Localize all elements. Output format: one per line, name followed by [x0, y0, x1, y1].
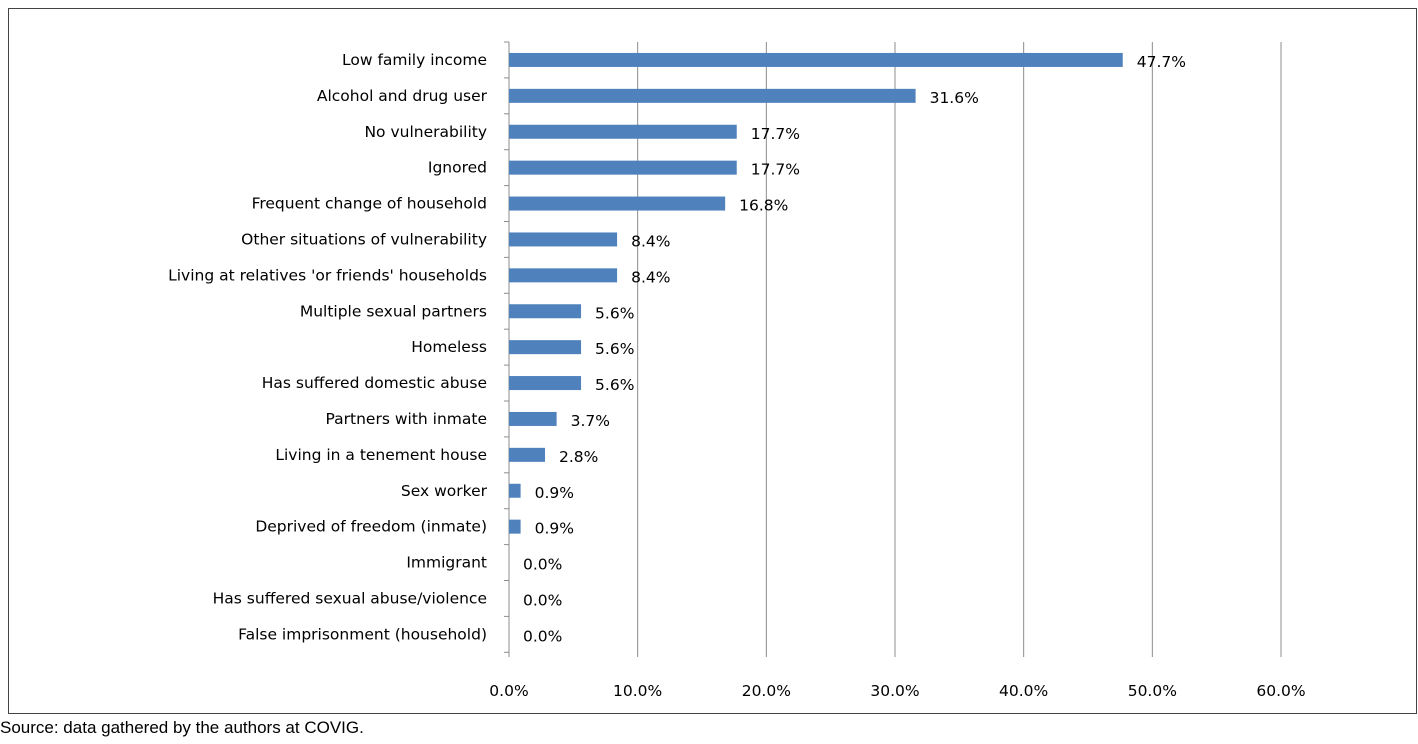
gridlines [504, 41, 1282, 657]
data-label: 5.6% [595, 340, 634, 358]
category-label: Has suffered sexual abuse/violence [213, 589, 487, 607]
category-label: Partners with inmate [326, 410, 488, 428]
data-label: 17.7% [751, 125, 800, 143]
data-label: 16.8% [739, 197, 788, 215]
data-label: 0.0% [523, 627, 562, 645]
x-tick-label: 0.0% [489, 682, 528, 700]
data-label: 0.0% [523, 556, 562, 574]
bar [509, 268, 618, 283]
category-label: Living in a tenement house [275, 446, 487, 464]
bar [509, 52, 1123, 67]
x-tick-label: 10.0% [613, 682, 662, 700]
category-label: Has suffered domestic abuse [262, 374, 487, 392]
category-label: Ignored [428, 159, 487, 177]
source-note: Source: data gathered by the authors at … [0, 718, 364, 737]
x-tick-label: 40.0% [999, 682, 1048, 700]
category-label: Living at relatives 'or friends' househo… [168, 266, 487, 284]
category-label: No vulnerability [364, 123, 487, 141]
x-tick-label: 30.0% [870, 682, 919, 700]
bar [509, 88, 916, 103]
data-label: 0.0% [523, 591, 562, 609]
category-label: Homeless [411, 338, 487, 356]
bar [509, 483, 521, 498]
category-label: Frequent change of household [252, 195, 487, 213]
bar [509, 447, 546, 462]
bar [509, 304, 582, 319]
category-label: Low family income [342, 51, 487, 69]
data-label: 0.9% [535, 520, 574, 538]
category-label: Immigrant [406, 554, 487, 572]
category-label: Other situations of vulnerability [241, 230, 487, 248]
data-label: 17.7% [751, 161, 800, 179]
bar [509, 411, 557, 426]
bar [509, 232, 618, 247]
category-label: Multiple sexual partners [300, 302, 487, 320]
x-tick-label: 50.0% [1128, 682, 1177, 700]
category-label: Deprived of freedom (inmate) [255, 518, 487, 536]
category-labels: Low family income Alcohol and drug user No… [168, 51, 488, 643]
bars [509, 52, 1123, 534]
data-label: 8.4% [631, 268, 670, 286]
x-tick-label: 60.0% [1256, 682, 1305, 700]
x-tick-label: 20.0% [742, 682, 791, 700]
bar [509, 376, 582, 391]
data-label: 5.6% [595, 304, 634, 322]
bar [509, 519, 521, 534]
category-label: False imprisonment (household) [238, 625, 487, 643]
data-label: 31.6% [930, 89, 979, 107]
bar [509, 340, 582, 355]
x-axis-ticks: 0.0% 10.0% 20.0% 30.0% 40.0% 50.0% 60.0% [489, 682, 1305, 700]
category-label: Alcohol and drug user [317, 87, 488, 105]
data-label: 2.8% [559, 448, 598, 466]
bar [509, 124, 737, 139]
data-label: 47.7% [1137, 53, 1186, 71]
data-label: 0.9% [535, 484, 574, 502]
data-labels: 47.7% 31.6% 17.7% 17.7% 16.8% 8.4% 8.4% 5.6% 5.6… [523, 53, 1186, 645]
data-label: 3.7% [571, 412, 610, 430]
bar [509, 196, 726, 211]
category-label: Sex worker [401, 482, 488, 500]
data-label: 8.4% [631, 232, 670, 250]
bar [509, 160, 737, 175]
data-label: 5.6% [595, 376, 634, 394]
